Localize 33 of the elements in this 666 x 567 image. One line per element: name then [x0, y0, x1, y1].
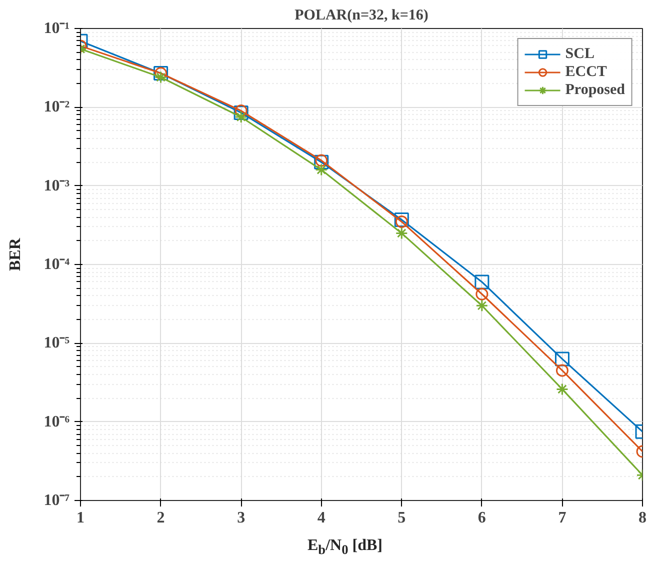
point [476, 288, 488, 300]
x-tick-label: 6 [478, 510, 486, 526]
y-tick-label: 10⁻⁵ [44, 334, 70, 352]
x-tick-label: 8 [638, 510, 646, 526]
point [556, 364, 568, 377]
y-tick-label: 10⁻³ [44, 177, 70, 194]
x-tick-label: 2 [156, 510, 165, 526]
y-tick-label: 10⁻⁶ [44, 413, 70, 430]
y-tick-label: 10⁻² [44, 98, 70, 116]
x-tick-label: 5 [398, 510, 406, 526]
legend-label: Proposed [565, 81, 625, 99]
point [476, 299, 488, 312]
point [315, 154, 328, 167]
point [234, 110, 248, 124]
y-tick-label: 10⁻⁷ [44, 492, 70, 509]
chart-title: POLAR(n=32, k=16) [294, 8, 428, 24]
point [315, 164, 328, 176]
x-tick-label: 3 [237, 510, 246, 526]
x-tick-label: 4 [317, 510, 326, 526]
point [395, 226, 408, 240]
point [556, 382, 568, 396]
y-tick-label: 10⁻¹ [44, 20, 70, 37]
legend-label: ECCT [565, 63, 607, 81]
y-tick-label: 10⁻⁴ [44, 256, 70, 273]
x-tick-label: 7 [558, 510, 566, 526]
x-axis-title: E$_{b}$/N$_{0}$ [dB] [308, 536, 382, 560]
point [154, 71, 168, 84]
point [314, 154, 329, 170]
y-axis-title: BER [6, 238, 25, 272]
x-tick-label: 1 [76, 510, 84, 526]
legend-label: SCL [565, 45, 594, 63]
point [474, 274, 490, 290]
point [554, 352, 570, 366]
